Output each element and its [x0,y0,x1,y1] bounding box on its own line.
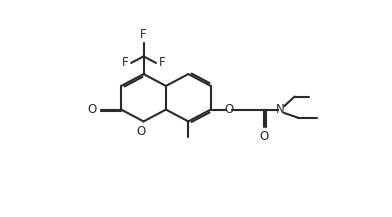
Text: O: O [136,125,145,138]
Text: F: F [158,56,165,69]
Text: O: O [88,103,97,116]
Text: F: F [122,56,129,69]
Text: F: F [140,28,147,41]
Text: N: N [276,103,285,116]
Text: O: O [224,103,233,116]
Text: O: O [259,130,268,143]
